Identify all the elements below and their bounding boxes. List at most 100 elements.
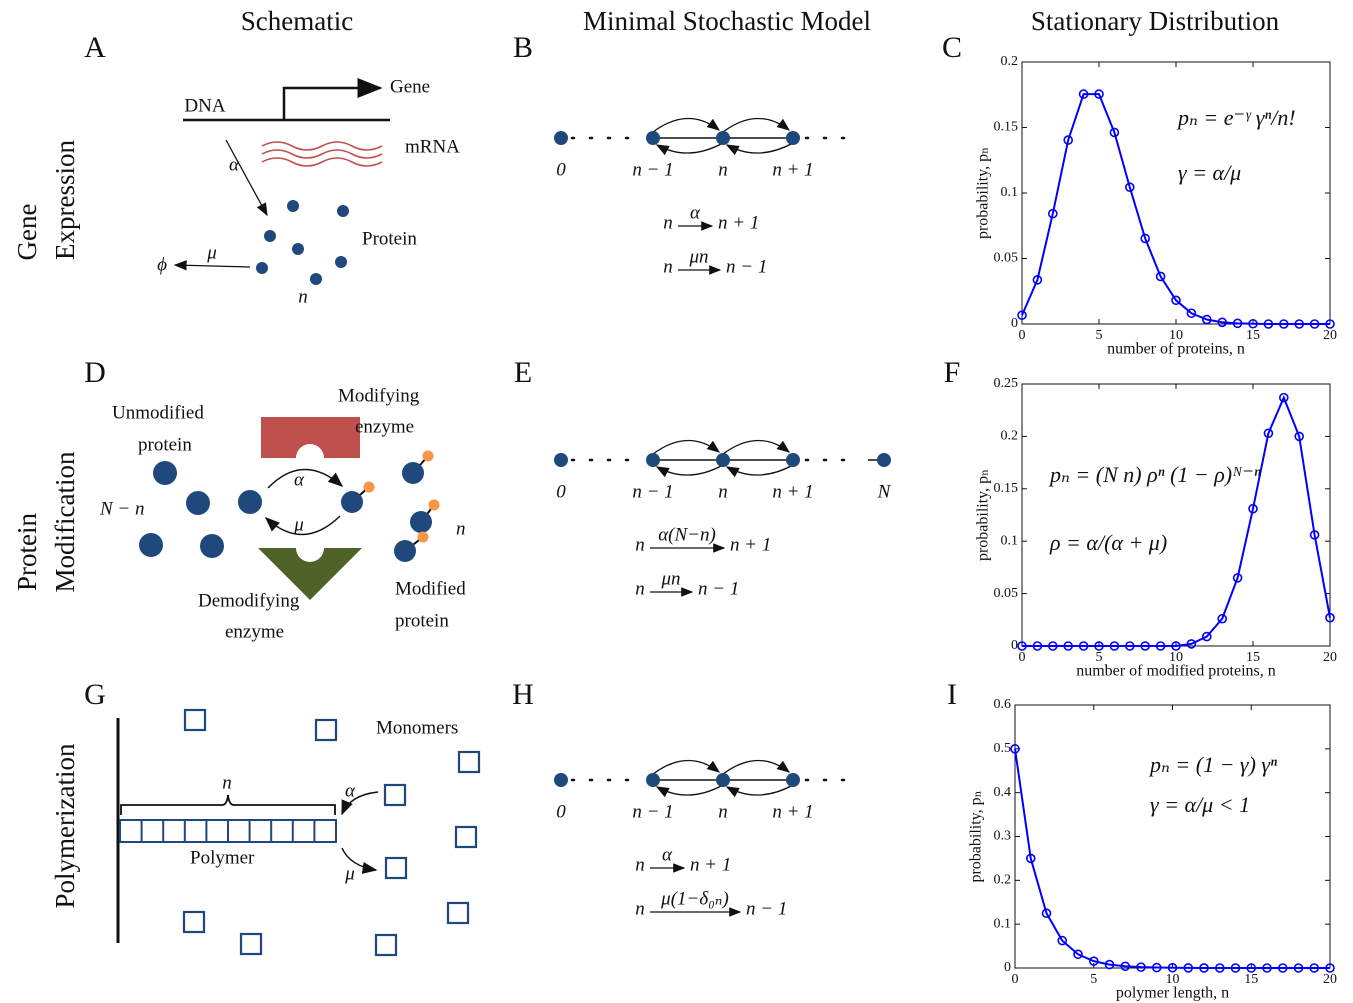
data-point [1263, 428, 1274, 439]
reaction-rate: α(N−n) [658, 524, 716, 545]
data-point [1078, 641, 1089, 651]
y-tick-label: 0.25 [994, 376, 1019, 391]
reaction-rate: μn [688, 246, 708, 267]
backward-arrow [264, 515, 341, 536]
plot-frame [1021, 61, 1331, 325]
data-point [1109, 127, 1120, 138]
x-tick-label: 10 [1169, 328, 1183, 343]
y-axis-label: probability, pₙ [975, 469, 992, 561]
y-tick-label: 0 [1004, 960, 1011, 975]
x-axis-label: number of proteins, n [1107, 341, 1245, 358]
row-label: Gene [12, 204, 42, 261]
x-tick-label: 0 [1019, 328, 1026, 343]
state-label: n − 1 [632, 801, 673, 822]
data-point [1073, 949, 1083, 960]
decay-arrow [173, 260, 251, 271]
backward-arc [725, 464, 794, 478]
label: protein [395, 610, 449, 631]
rate: α [294, 469, 305, 490]
state-label: n − 1 [632, 159, 673, 180]
data-point [1217, 613, 1227, 624]
state [554, 453, 568, 467]
data-point [1186, 308, 1197, 319]
panel-letter: I [947, 678, 957, 711]
label: Gene [390, 76, 430, 97]
data-point [1293, 963, 1304, 973]
data-point [1041, 908, 1052, 919]
label: Unmodified [112, 402, 204, 423]
label: enzyme [225, 621, 284, 642]
rate: α [229, 154, 240, 175]
panel-letter: A [84, 31, 106, 64]
data-line [1022, 395, 1331, 647]
formula: γ = α/μ [1178, 160, 1241, 185]
data-point [1104, 959, 1115, 970]
data-line [1021, 93, 1330, 325]
backward-arc [655, 464, 724, 478]
data-point [1167, 962, 1178, 973]
label: Demodifying [198, 590, 300, 611]
state-label: n [718, 801, 728, 822]
label: enzyme [355, 416, 414, 437]
data-point [1032, 275, 1043, 285]
gene-arrow [282, 78, 383, 120]
y-tick-label: 0.2 [994, 873, 1012, 888]
data-point [1248, 503, 1258, 514]
forward-arc [722, 439, 791, 455]
schematic-polymerization: Monomers n α μ Polymer [116, 708, 481, 957]
row-label: Expression [50, 140, 80, 260]
state-label: N [877, 481, 892, 502]
reaction-to: n − 1 [698, 578, 739, 599]
unmodified-dots [139, 461, 262, 558]
data-point [1140, 641, 1150, 651]
data-point [1155, 641, 1166, 651]
x-tick-label: 0 [1019, 650, 1026, 665]
data-point [1094, 641, 1104, 651]
label: N − n [99, 498, 145, 519]
data-point [1125, 641, 1135, 651]
data-point [1094, 89, 1104, 99]
column-header: Stationary Distribution [1031, 6, 1280, 36]
production-arrow [225, 139, 268, 217]
state [877, 453, 891, 467]
data-point [1202, 314, 1212, 325]
data-point [1088, 956, 1099, 966]
data-point [1214, 963, 1225, 973]
formula: pₙ = (N n) ρⁿ (1 − ρ)ᴺ⁻ⁿ [1048, 462, 1261, 487]
data-point [1109, 641, 1120, 651]
plot-frame [1014, 704, 1331, 969]
label: mRNA [405, 136, 460, 157]
data-point [1078, 89, 1089, 99]
forward-arc [722, 117, 791, 133]
data-point [1151, 962, 1162, 973]
reaction-to: n − 1 [726, 256, 767, 277]
chart: 0 5 10 15 20 0 0.05 0.1 0.15 0.2 0.25 number of mod… [975, 376, 1337, 679]
y-tick-label: 0.15 [994, 120, 1019, 135]
data-point [1248, 318, 1258, 329]
data-point [1063, 641, 1073, 651]
label: Polymer [190, 847, 255, 868]
data-point [1155, 271, 1166, 282]
data-point [1202, 631, 1212, 642]
data-point [1140, 233, 1150, 244]
reaction-rate: μ(1−δ₀ₙ) [660, 888, 729, 909]
panel-letter: G [84, 678, 106, 711]
state-label: 0 [556, 481, 566, 502]
data-point [1171, 641, 1181, 651]
state [716, 131, 730, 145]
panel-letter: B [513, 31, 533, 64]
data-point [1048, 208, 1058, 219]
data-point [1277, 963, 1288, 973]
plot-frame [1021, 383, 1331, 647]
state [786, 131, 800, 145]
data-point [1230, 963, 1241, 973]
data-point [1309, 963, 1320, 973]
formula: ρ = α/(α + μ) [1049, 530, 1167, 555]
reaction-rate: α [662, 844, 673, 865]
chart: 0 5 10 15 20 0 0.05 0.1 0.15 0.2 number of protein… [975, 54, 1337, 357]
rate: μ [206, 242, 217, 263]
state [646, 131, 660, 145]
